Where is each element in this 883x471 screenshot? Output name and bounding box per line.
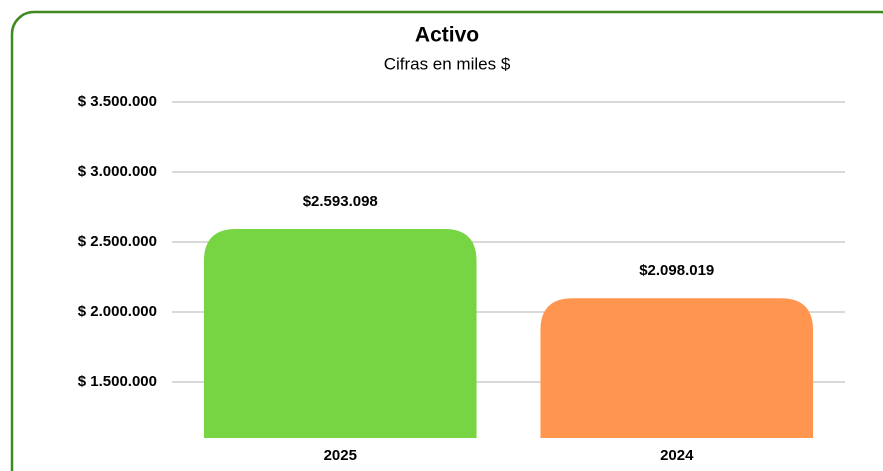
data-label: $2.593.098	[303, 193, 378, 210]
chart-subtitle: Cifras en miles $	[384, 54, 511, 73]
y-tick-label: $ 3.000.000	[78, 163, 157, 180]
chart-title: Activo	[415, 24, 479, 47]
bar	[203, 228, 477, 438]
y-tick-label: $ 1.500.000	[78, 373, 157, 390]
bar	[540, 298, 814, 438]
x-tick-label: 2024	[660, 447, 694, 464]
x-tick-label: 2025	[324, 447, 357, 464]
y-tick-label: $ 2.000.000	[78, 303, 157, 320]
data-label: $2.098.019	[639, 262, 714, 279]
y-tick-label: $ 2.500.000	[78, 233, 157, 250]
y-tick-label: $ 3.500.000	[78, 93, 157, 110]
